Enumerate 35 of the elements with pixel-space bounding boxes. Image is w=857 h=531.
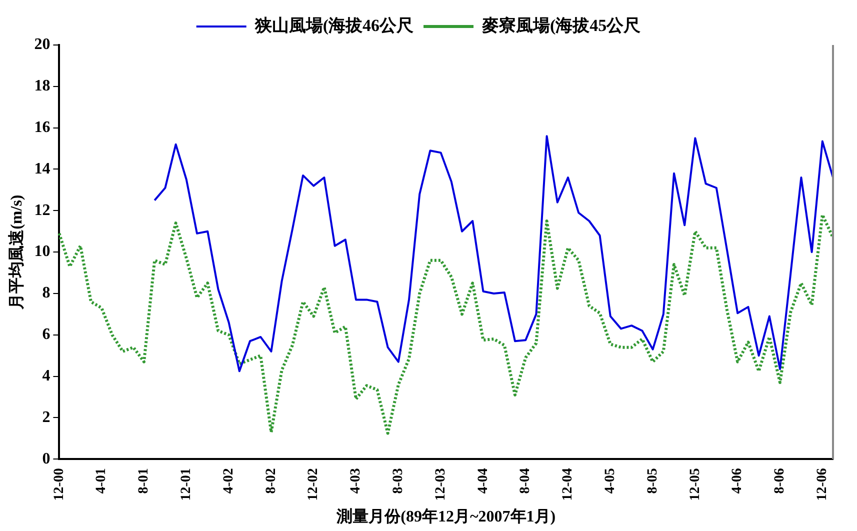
x-tick-label: 4-06 [730, 468, 746, 494]
x-tick-label: 4-04 [476, 468, 491, 494]
x-tick-label: 4-01 [94, 468, 110, 494]
y-tick-label: 2 [42, 408, 50, 426]
y-tick-label: 8 [42, 284, 50, 302]
y-tick-label: 12 [34, 202, 50, 219]
x-tick-label: 8-01 [136, 468, 152, 494]
x-tick-label: 12-05 [688, 468, 703, 501]
x-tick-label: 12-01 [179, 468, 194, 501]
x-tick-label: 12-04 [560, 468, 576, 501]
y-axis-title: 月平均風速(m/s) [8, 194, 26, 310]
x-tick-label: 8-02 [264, 468, 279, 494]
x-tick-label: 4-03 [348, 468, 364, 494]
x-tick-label: 8-04 [518, 468, 534, 494]
y-tick-label: 4 [42, 367, 50, 384]
y-tick-label: 14 [34, 160, 50, 178]
x-tick-label: 12-06 [815, 468, 830, 501]
x-tick-label: 4-02 [221, 468, 236, 494]
legend-label: 麥寮風場(海拔45公尺 [481, 16, 642, 35]
x-tick-label: 8-05 [645, 468, 660, 494]
x-tick-label: 8-06 [772, 468, 788, 494]
y-tick-label: 18 [34, 78, 50, 95]
y-tick-label: 16 [34, 118, 50, 136]
line-series [58, 213, 834, 435]
y-tick-label: 10 [34, 243, 50, 260]
x-tick-label: 12-00 [52, 468, 67, 501]
y-tick-label: 6 [42, 326, 50, 344]
legend-label: 狭山風場(海拔46公尺 [254, 16, 414, 35]
y-tick-label: 0 [42, 450, 50, 468]
x-axis-title: 測量月份(89年12月~2007年1月) [336, 508, 556, 526]
x-tick-label: 4-05 [603, 468, 618, 494]
x-tick-label: 8-03 [391, 468, 406, 494]
x-tick-label: 12-03 [433, 468, 448, 501]
x-tick-label: 12-02 [306, 468, 322, 501]
y-tick-label: 20 [34, 36, 50, 54]
